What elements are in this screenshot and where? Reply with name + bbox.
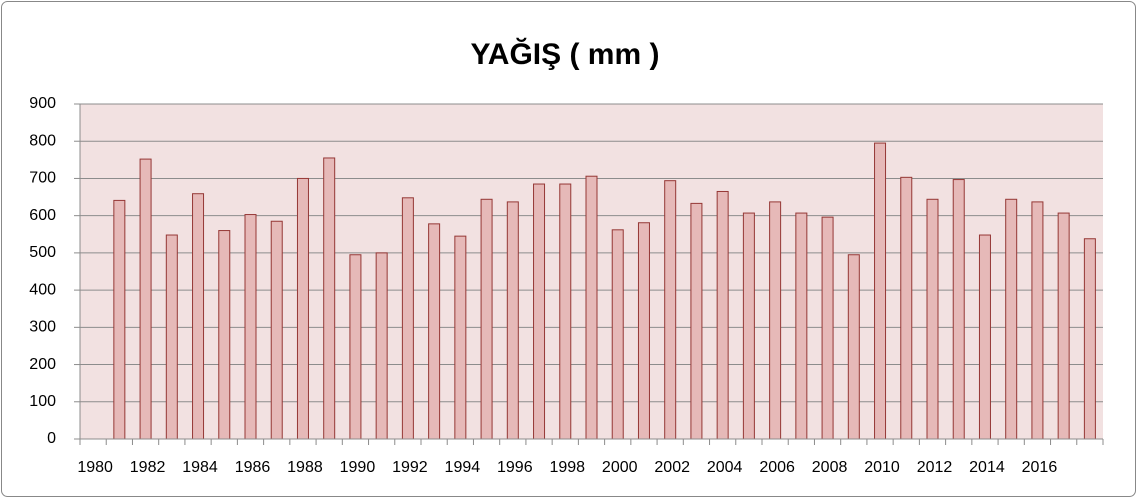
- bar: [926, 198, 939, 440]
- bar: [690, 202, 703, 440]
- bar: [454, 235, 467, 440]
- bar: [139, 158, 152, 440]
- bar: [978, 234, 991, 440]
- bar: [1005, 198, 1018, 440]
- x-tick-label: 1990: [340, 459, 376, 476]
- x-tick-label: 2014: [969, 459, 1005, 476]
- x-tick-label: 2006: [759, 459, 795, 476]
- x-tick-label: 1986: [235, 459, 271, 476]
- x-tick-label: 1998: [549, 459, 585, 476]
- bar: [113, 199, 126, 440]
- bar: [874, 142, 887, 440]
- bar: [1057, 212, 1070, 440]
- bar: [742, 212, 755, 440]
- y-tick-label: 900: [29, 95, 56, 112]
- y-tick-label: 0: [47, 430, 56, 447]
- x-tick-label: 1996: [497, 459, 533, 476]
- bar: [349, 254, 362, 440]
- x-tick-label: 2016: [1022, 459, 1058, 476]
- y-tick-label: 600: [29, 207, 56, 224]
- bar: [480, 198, 493, 440]
- bar: [952, 179, 965, 440]
- y-tick-label: 100: [29, 393, 56, 410]
- bar: [585, 175, 598, 440]
- y-tick-label: 200: [29, 356, 56, 373]
- bar: [192, 193, 205, 440]
- bar: [218, 230, 231, 440]
- bar: [428, 223, 441, 440]
- chart-title: YAĞIŞ ( mm ): [471, 37, 660, 71]
- x-tick-label: 1992: [392, 459, 428, 476]
- bar: [637, 222, 650, 440]
- y-tick-label: 700: [29, 170, 56, 187]
- y-tick-label: 500: [29, 244, 56, 261]
- x-tick-label: 2002: [654, 459, 690, 476]
- y-tick-label: 400: [29, 281, 56, 298]
- x-tick-label: 1988: [287, 459, 323, 476]
- bar: [533, 183, 546, 440]
- bar: [795, 212, 808, 440]
- bar: [401, 197, 414, 440]
- x-tick-label: 1982: [130, 459, 166, 476]
- bar: [611, 229, 624, 440]
- bar: [559, 183, 572, 440]
- x-tick-label: 2012: [917, 459, 953, 476]
- bar: [900, 176, 913, 440]
- bar: [165, 234, 178, 440]
- x-tick-label: 1980: [77, 459, 113, 476]
- y-tick-label: 800: [29, 132, 56, 149]
- bar: [506, 201, 519, 440]
- x-tick-label: 2008: [812, 459, 848, 476]
- bar: [375, 252, 388, 440]
- bar: [769, 201, 782, 440]
- x-tick-label: 2000: [602, 459, 638, 476]
- x-tick-label: 2004: [707, 459, 743, 476]
- y-tick-label: 300: [29, 319, 56, 336]
- bar: [716, 190, 729, 440]
- x-tick-label: 1984: [182, 459, 218, 476]
- bar: [847, 254, 860, 440]
- bar: [296, 177, 309, 440]
- x-tick-label: 1994: [445, 459, 481, 476]
- bar: [323, 157, 336, 440]
- bar: [244, 214, 257, 440]
- bar: [1031, 201, 1044, 440]
- x-tick-label: 2010: [864, 459, 900, 476]
- bar: [1083, 238, 1096, 440]
- bar: [821, 216, 834, 440]
- bar: [664, 180, 677, 440]
- bar: [270, 220, 283, 440]
